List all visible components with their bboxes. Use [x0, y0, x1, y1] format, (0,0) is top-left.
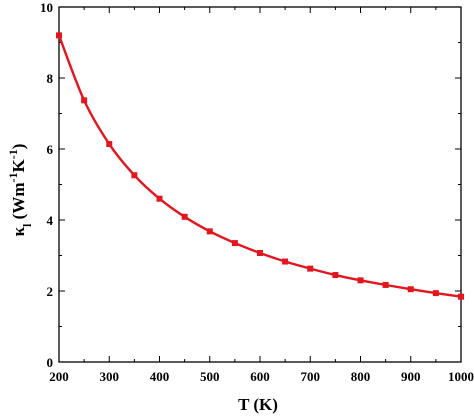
x-axis-title: T (K)	[238, 395, 278, 414]
data-point	[307, 265, 314, 272]
data-point	[206, 228, 213, 235]
x-tick-label: 600	[250, 369, 270, 384]
y-axis-unit-exp2: -1	[6, 149, 20, 159]
y-tick-label: 2	[47, 284, 54, 299]
data-point	[81, 97, 88, 104]
data-point	[357, 277, 364, 284]
data-point	[432, 290, 439, 297]
axis-ticks	[58, 6, 462, 363]
data-point	[458, 293, 464, 300]
x-tick-label: 700	[301, 369, 321, 384]
y-tick-label: 0	[47, 355, 54, 370]
x-tick-label: 900	[401, 369, 421, 384]
data-point	[181, 213, 188, 220]
y-axis-unit-open: (Wm	[9, 183, 28, 224]
x-tick-label: 800	[351, 369, 371, 384]
data-point	[231, 240, 238, 247]
series-line	[57, 34, 462, 298]
y-axis-unit-close: )	[9, 144, 28, 150]
y-tick-label: 10	[40, 0, 53, 15]
x-tick-label: 500	[200, 369, 220, 384]
x-tick-label: 1000	[448, 369, 474, 384]
data-point	[332, 272, 339, 279]
x-tick-label: 400	[150, 369, 170, 384]
data-point	[282, 258, 289, 265]
y-axis-title: κl (Wm-1K-1)	[6, 144, 34, 237]
series-markers	[56, 32, 464, 300]
x-tick-label: 300	[100, 369, 120, 384]
data-point	[56, 32, 62, 39]
plot-frame	[58, 6, 462, 363]
x-tick-label: 200	[49, 369, 69, 384]
y-tick-label: 6	[47, 142, 54, 157]
y-axis-unit-exp1: -1	[6, 173, 20, 183]
y-tick-label: 4	[47, 213, 54, 228]
data-point	[131, 172, 138, 179]
data-point	[407, 286, 414, 293]
data-point	[156, 195, 163, 202]
y-axis-subscript: l	[20, 223, 34, 227]
y-tick-label: 8	[47, 71, 54, 86]
data-point	[257, 250, 263, 257]
tick-labels: 200 300 400 500 600 700 800 900 1000 0 2 4 6 8 10	[40, 0, 474, 384]
y-axis-unit-mid: K	[9, 159, 28, 173]
data-point	[106, 141, 113, 148]
data-point	[382, 281, 389, 288]
y-axis-symbol: κ	[9, 226, 28, 236]
